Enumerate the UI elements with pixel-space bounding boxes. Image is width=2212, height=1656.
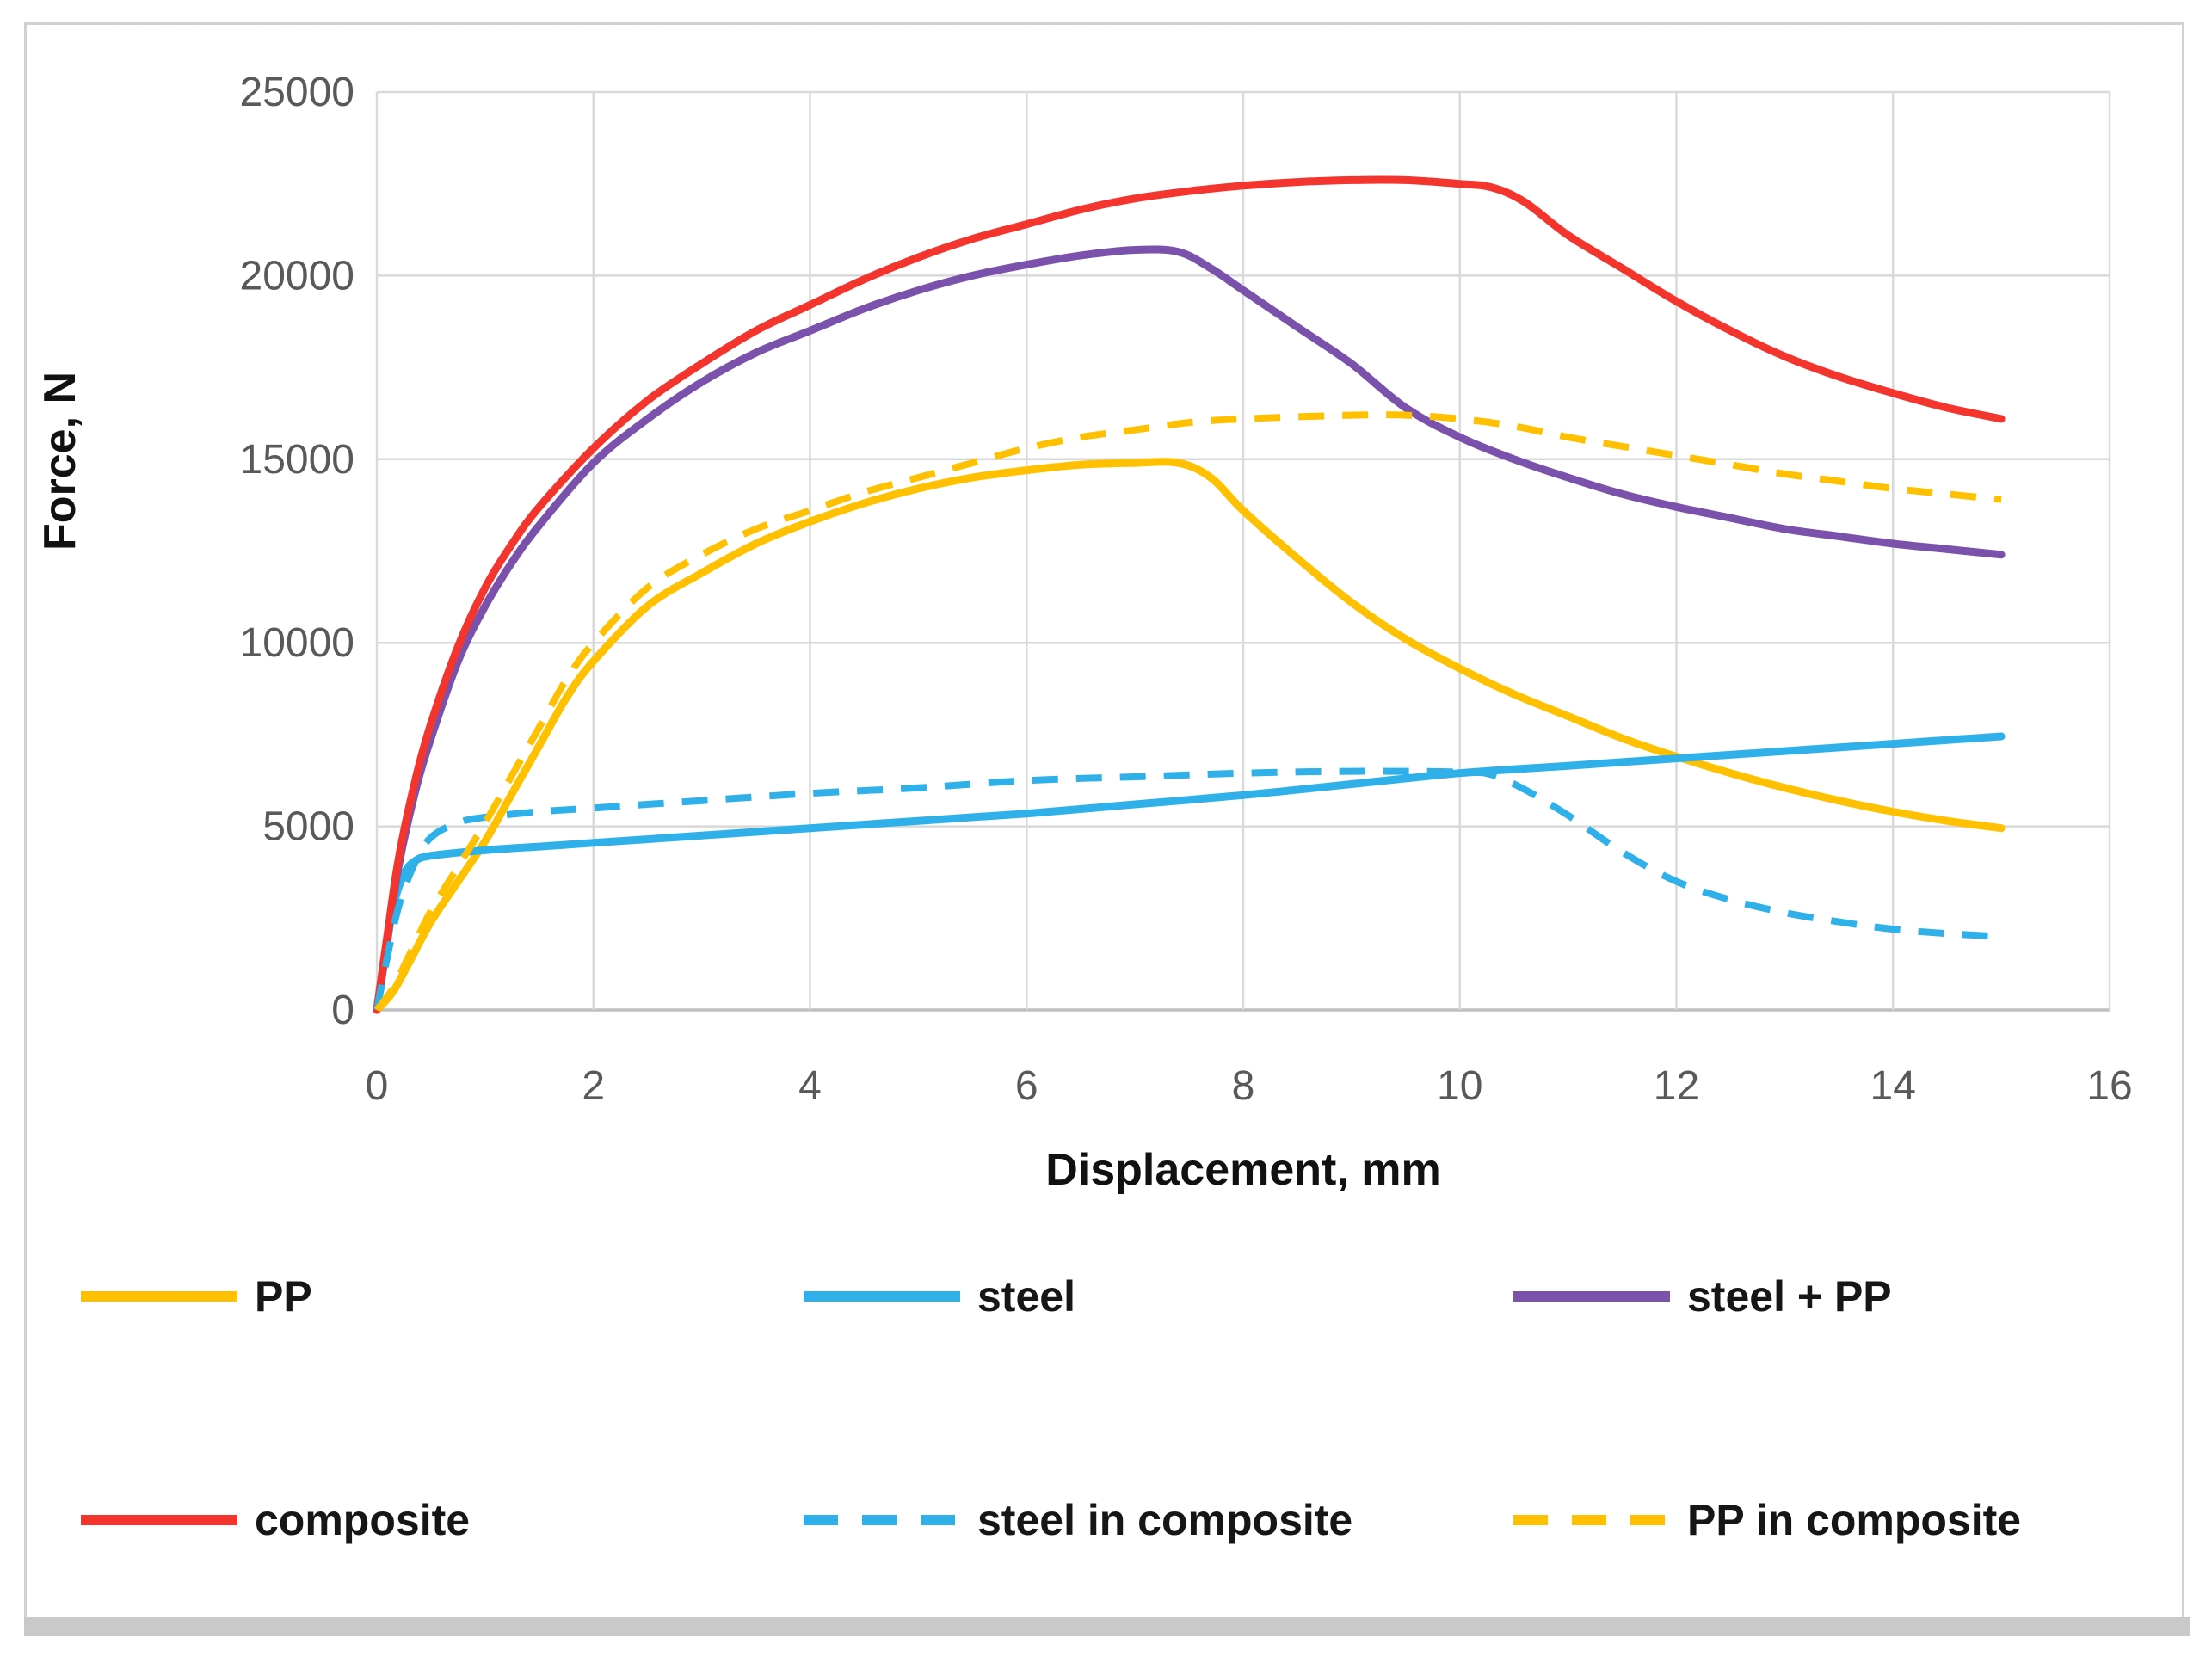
legend-item-steel-in-composite: steel in composite [800,1490,1352,1550]
legend-label: PP [255,1272,312,1320]
y-tick-label: 0 [331,988,354,1033]
series-steel-in-composite-curve [373,767,2002,1011]
legend-swatch-composite-line [81,1515,237,1525]
legend-swatch-pp-line [81,1291,237,1302]
legend-row-1: PP steel steel + PP [0,1266,2212,1327]
x-tick-label: 16 [2086,1063,2132,1109]
legend-item-pp: PP [77,1266,312,1327]
x-tick-label: 10 [1437,1063,1482,1109]
y-tick-label: 25000 [240,70,354,115]
legend-item-pp-in-composite: PP in composite [1510,1490,2021,1550]
x-tick-label: 12 [1654,1063,1699,1109]
x-axis-title: Displacement, mm [1045,1145,1441,1195]
legend-item-composite: composite [77,1490,470,1550]
x-tick-label: 8 [1232,1063,1255,1109]
x-tick-label: 4 [798,1063,822,1109]
x-tick-label: 14 [1870,1063,1916,1109]
legend-label: PP in composite [1687,1496,2022,1544]
series-curves [373,175,2006,1014]
x-tick-label: 2 [582,1063,605,1109]
legend-label: steel in composite [977,1496,1353,1544]
tick-labels: 0 5000 10000 15000 20000 25000 0 2 4 6 8 10 12 14 16 [240,70,2133,1109]
x-tick-label: 0 [366,1063,389,1109]
series-composite-curve [373,175,2006,1014]
legend-label: steel [977,1272,1075,1320]
chart-frame [24,22,2184,1622]
y-tick-label: 5000 [262,804,354,850]
series-steel-pp-curve [373,245,2006,1014]
y-tick-label: 15000 [240,437,354,483]
legend-item-steel-pp: steel + PP [1510,1266,1892,1327]
y-tick-label: 20000 [240,253,354,299]
legend-label: steel + PP [1687,1272,1892,1320]
gridlines [375,90,2111,1012]
series-pp-curve [373,458,2006,1014]
legend-swatch-pp-in-composite-line [1513,1515,1670,1525]
chart-frame-bottom-edge [24,1617,2190,1636]
legend-swatch-steel-line [804,1291,960,1302]
legend-item-steel: steel [800,1266,1075,1327]
legend-swatch-steel-in-composite-line [804,1515,960,1525]
x-tick-label: 6 [1015,1063,1038,1109]
y-tick-label: 10000 [240,620,354,666]
series-pp-in-composite-curve [373,411,2002,1013]
legend-swatch-steel-pp-line [1513,1291,1670,1302]
legend-label: composite [255,1496,471,1544]
legend-row-2: composite steel in composite PP in compo… [0,1490,2212,1550]
